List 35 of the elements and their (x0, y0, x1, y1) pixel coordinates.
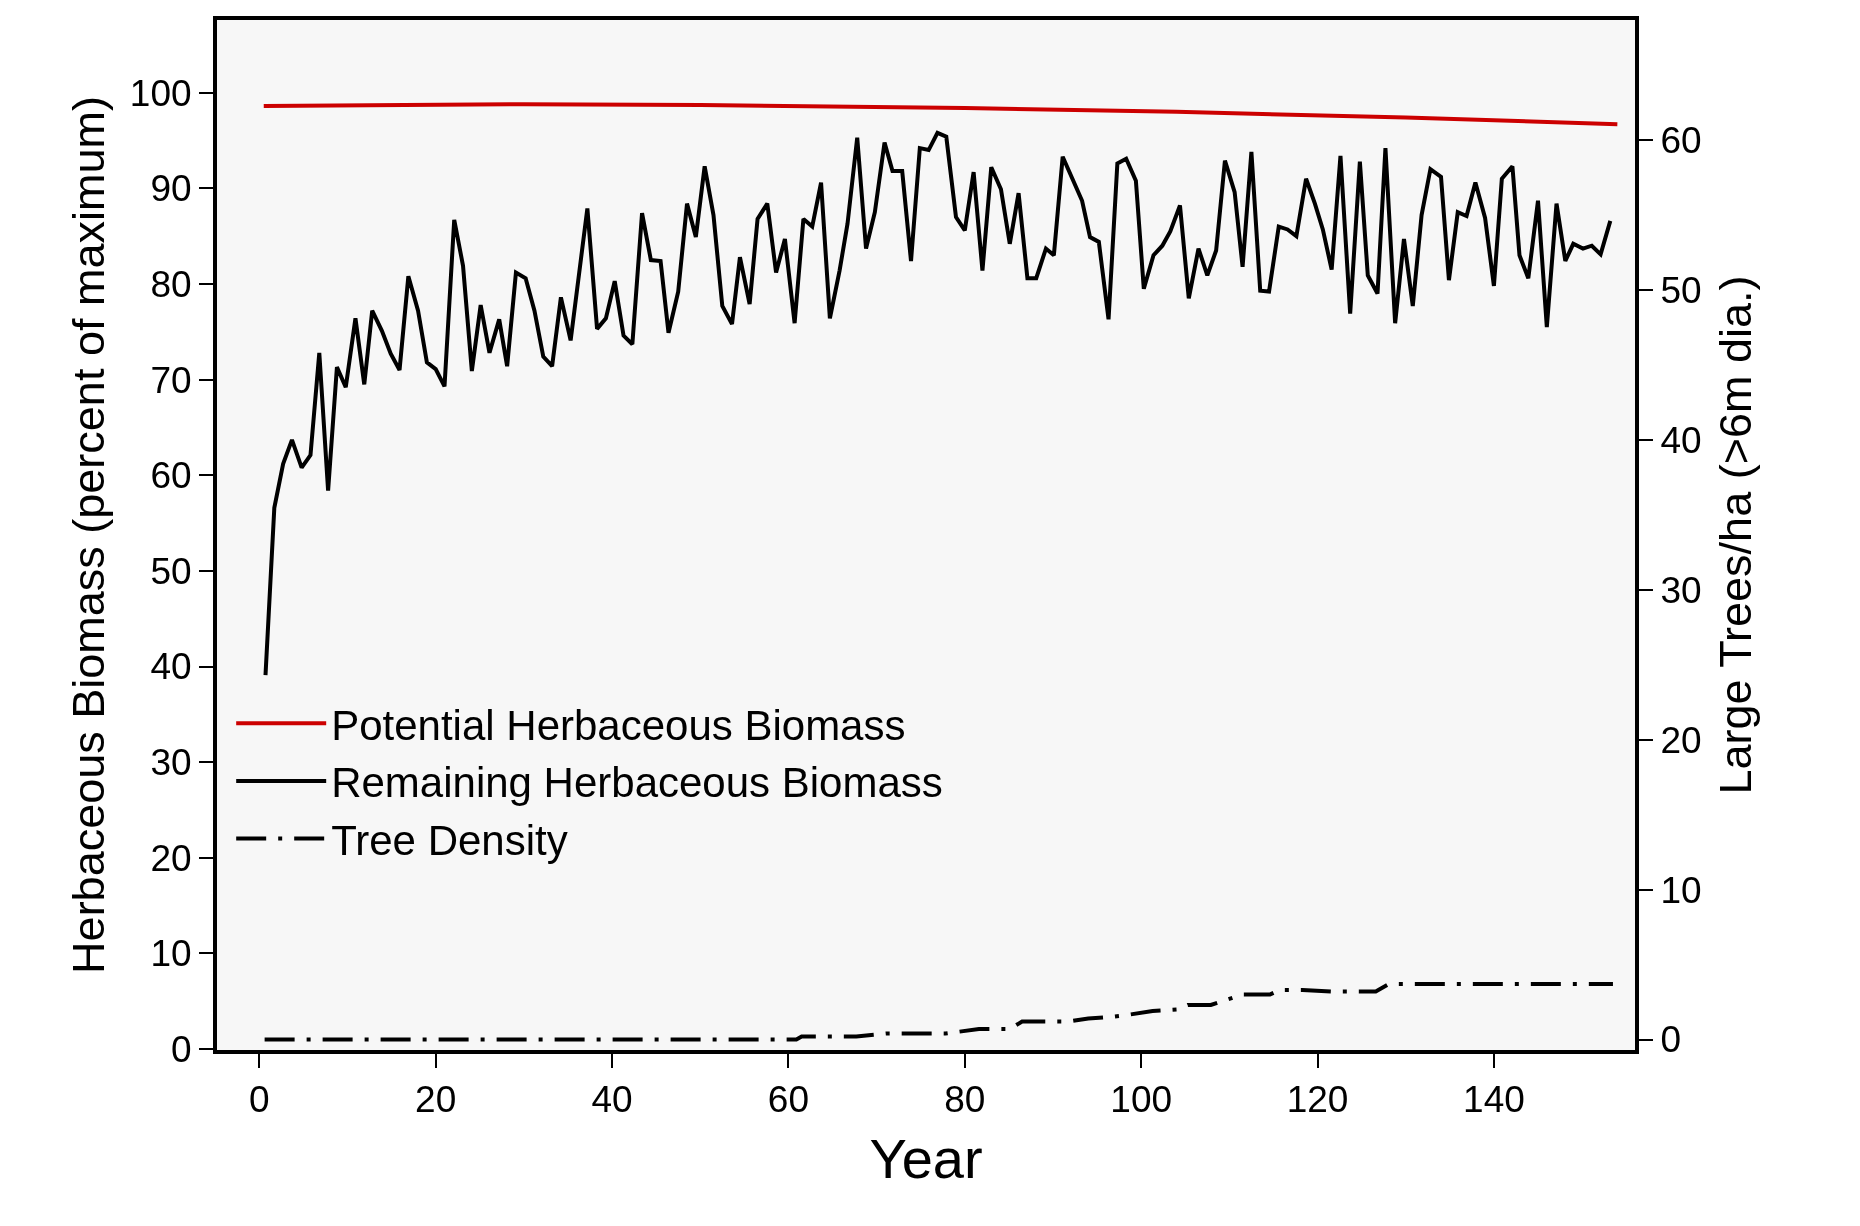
legend-label: Potential Herbaceous Biomass (331, 701, 906, 749)
y-tick-label: 80 (150, 263, 192, 305)
line-series (263, 130, 1613, 678)
y-tick-label: 70 (150, 359, 192, 401)
y2-tick-label: 40 (1660, 419, 1702, 461)
y2-tick-label: 20 (1660, 719, 1702, 761)
legend-label: Remaining Herbaceous Biomass (331, 759, 943, 807)
y2-tick-label: 10 (1660, 869, 1702, 911)
y2-tick-label: 60 (1660, 119, 1702, 161)
y2-axis-title: Large Trees/ha (>6m dia.) (1710, 275, 1762, 795)
x-tick-label: 60 (767, 1079, 810, 1121)
legend-label: Tree Density (331, 816, 568, 864)
y-tick-label: 60 (150, 455, 192, 497)
x-tick-label: 0 (249, 1079, 270, 1121)
x-tick-label: 80 (944, 1079, 986, 1121)
y-axis-title: Herbaceous Biomass (percent of maximum) (63, 96, 115, 974)
y2-tick-label: 30 (1660, 569, 1702, 611)
y-tick-label: 50 (150, 550, 192, 592)
y2-tick-label: 50 (1660, 269, 1702, 311)
x-tick-label: 140 (1463, 1079, 1525, 1121)
line-series (262, 982, 1615, 1042)
y-tick-label: 30 (150, 742, 192, 784)
y2-tick-label: 0 (1660, 1019, 1681, 1061)
y-tick-label: 100 (129, 72, 192, 114)
x-tick-label: 100 (1110, 1079, 1173, 1121)
y-tick-label: 40 (150, 646, 192, 688)
y-tick-label: 20 (150, 837, 192, 879)
x-tick-label: 40 (591, 1079, 633, 1121)
y-tick-label: 90 (150, 168, 192, 210)
x-axis-title: Year (869, 1126, 983, 1190)
y-tick-label: 10 (150, 933, 192, 975)
x-tick-label: 120 (1286, 1079, 1349, 1121)
x-tick-label: 20 (415, 1079, 457, 1121)
line-series (261, 102, 1620, 127)
y-tick-label: 0 (171, 1028, 192, 1070)
